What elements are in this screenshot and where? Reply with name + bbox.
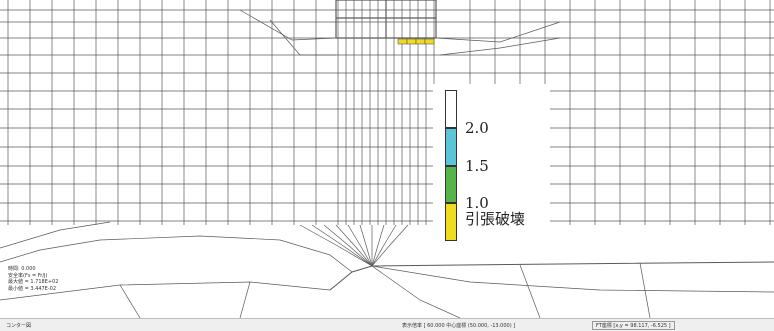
legend-label-2-0: 2.0	[465, 119, 489, 137]
fem-mesh	[0, 0, 774, 318]
mesh-line	[239, 9, 337, 41]
info-min-value: 最小値 = 3.447E-02	[8, 285, 57, 292]
mesh-line	[519, 264, 541, 318]
status-bar: コンター図 表示倍率 [ 60.000 中心座標 (50.000, -13.00…	[0, 318, 774, 331]
mesh-line	[359, 224, 373, 267]
legend-label-tension-failure: 引張破壊	[465, 210, 526, 228]
status-display-scale: 表示倍率 [ 60.000 中心座標 (50.000, -13.000) ]	[402, 323, 516, 329]
result-info-panel: 時間: 0.000 安全率(Fs = Fr/J) 最大値 = 1.718E+02…	[8, 266, 58, 292]
mesh-line	[0, 235, 353, 273]
info-max-value: 最大値 = 1.718E+02	[8, 279, 59, 285]
legend-swatch-white	[445, 90, 457, 128]
mesh-line	[299, 224, 373, 267]
tension-failure-element	[397, 38, 408, 45]
mesh-line	[239, 281, 251, 318]
legend-label-1-5: 1.5	[465, 157, 489, 175]
info-time: 時間: 0.000	[8, 266, 36, 272]
mesh-line	[0, 281, 331, 301]
mesh-line	[435, 21, 561, 43]
mesh-line	[335, 224, 373, 267]
legend-swatch-yellow	[445, 203, 457, 241]
mesh-line	[269, 19, 336, 56]
legend-label-1-0: 1.0	[465, 194, 489, 212]
mesh-line	[347, 224, 373, 267]
status-cursor-coordinates: FT座標 [x,y = 98.117, -6.525 ]	[592, 321, 675, 330]
legend-swatch-cyan	[445, 128, 457, 166]
contour-legend: 2.0 1.5 1.0 引張破壊	[433, 84, 550, 254]
model-viewport[interactable]: 2.0 1.5 1.0 引張破壊 時間: 0.000 安全率(Fs = Fr/J…	[0, 0, 774, 318]
tension-failure-element	[406, 38, 417, 45]
mesh-line	[639, 262, 651, 318]
tension-failure-element	[424, 38, 435, 45]
mesh-line	[0, 221, 111, 249]
info-safety-factor: 安全率(Fs = Fr/J)	[8, 272, 48, 279]
mesh-line	[119, 284, 141, 318]
mesh-line	[371, 224, 385, 267]
mesh-line	[371, 265, 461, 318]
status-mode: コンター図	[6, 323, 32, 329]
legend-swatch-green	[445, 166, 457, 203]
mesh-line	[371, 224, 397, 267]
mesh-line	[311, 224, 373, 267]
mesh-line	[329, 261, 774, 291]
mesh-line	[323, 224, 373, 267]
tension-failure-element	[415, 38, 426, 45]
mesh-line	[371, 265, 774, 293]
mesh-line	[439, 37, 561, 56]
mesh-line	[371, 224, 409, 267]
